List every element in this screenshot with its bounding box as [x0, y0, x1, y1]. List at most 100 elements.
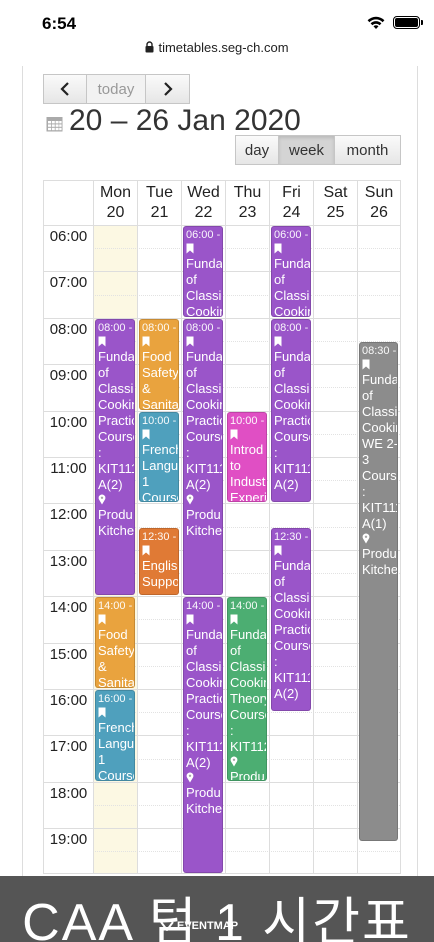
calendar-event[interactable]: 06:00 - FundaofClassicCookin: [271, 226, 311, 317]
day-date: 22: [194, 204, 213, 221]
event-title-line: A(2): [186, 755, 211, 771]
brand-name: EVENTMAP: [177, 920, 239, 932]
header-divider: [44, 225, 400, 226]
day-header[interactable]: Thu 23: [225, 181, 269, 225]
event-title-line: :: [274, 444, 278, 460]
address-bar[interactable]: timetables.seg-ch.com: [0, 40, 434, 62]
event-title-line: Sanita: [142, 396, 179, 410]
location-pin-icon: [186, 771, 220, 785]
bookmark-icon: [98, 613, 132, 627]
calendar-event[interactable]: 08:30 - FundaofClassicCookinWE 2-3Course:…: [359, 342, 398, 842]
day-name: Sat: [323, 184, 348, 201]
event-title-line: Introd: [230, 441, 264, 457]
next-week-button[interactable]: [146, 74, 190, 104]
event-title-line: :: [274, 653, 278, 669]
event-title-line: Classic: [186, 659, 222, 675]
calendar-event[interactable]: 14:00 - FundaofClassicCookinTheoryCourse:…: [227, 597, 267, 781]
calendar-event[interactable]: 10:00 - Introd to Indust Experi: [227, 411, 267, 503]
day-header[interactable]: Wed 22: [181, 181, 225, 225]
event-time: 16:00 -: [98, 693, 133, 705]
event-title-line: Classic: [186, 380, 222, 396]
url-text: timetables.seg-ch.com: [158, 40, 289, 55]
location-pin-icon: [186, 493, 220, 507]
half-hour-gridline: [93, 248, 400, 250]
day-column-divider: [357, 225, 358, 873]
event-title-line: Funda: [186, 256, 223, 271]
half-hour-gridline: [93, 341, 400, 342]
event-title-line: of: [186, 643, 197, 659]
calendar-event[interactable]: 14:00 - Food Safety & Sanita: [95, 597, 135, 688]
half-hour-gridline: [93, 851, 400, 853]
day-header[interactable]: Mon 20: [93, 181, 137, 225]
time-label: 17:00: [49, 738, 88, 756]
day-column-divider: [225, 225, 226, 873]
calendar-event[interactable]: 10:00 - FrenchLangu1Course: [139, 411, 179, 503]
event-title-line: Classic: [98, 380, 134, 396]
today-button[interactable]: today: [87, 74, 146, 104]
event-location-line: Produ: [230, 769, 265, 781]
event-title-line: Practic: [274, 621, 311, 637]
calendar-event[interactable]: 08:00 - Food Safety & Sanita: [139, 318, 179, 410]
day-header[interactable]: Sun 26: [357, 181, 400, 225]
event-title-line: Cookin: [362, 420, 397, 435]
event-title-line: :: [362, 484, 366, 499]
event-title-line: of: [274, 573, 285, 589]
event-title-line: French: [142, 441, 179, 457]
event-title-line: &: [98, 659, 107, 675]
view-switcher: day week month: [235, 135, 401, 165]
battery-icon: [393, 16, 423, 29]
calendar-event[interactable]: 12:30 - FundaofClassicCookinPracticCourse…: [271, 527, 311, 712]
event-time: 10:00 -: [142, 414, 177, 427]
event-title-line: Sanita: [98, 675, 135, 688]
event-title-line: Practic: [186, 412, 223, 428]
event-title-line: Funda: [362, 372, 398, 387]
calendar-event[interactable]: 08:00 - FundaofClassicCookinPracticCourse…: [183, 318, 223, 596]
event-title-line: KIT111: [98, 460, 135, 476]
view-week-button[interactable]: week: [279, 135, 335, 165]
calendar-event[interactable]: 08:00 - FundaofClassicCookinPracticCourse…: [271, 318, 311, 503]
status-time: 6:54: [42, 14, 77, 33]
event-title-line: Cookin: [186, 396, 223, 412]
calendar-event[interactable]: 08:00 - FundaofClassicCookinPracticCourse…: [95, 318, 135, 596]
day-header[interactable]: Fri 24: [269, 181, 313, 225]
event-title-line: Experi: [230, 489, 267, 503]
calendar-event[interactable]: 12:30 - EnglishSuppo: [139, 527, 179, 596]
event-title-line: A(2): [186, 476, 211, 492]
event-title-line: KIT111: [274, 669, 311, 685]
event-title-line: Course: [98, 428, 134, 444]
event-location-line: Kitche: [98, 522, 135, 538]
event-title-line: :: [230, 723, 234, 739]
event-time: 08:00 -: [98, 321, 133, 334]
prev-week-button[interactable]: [43, 74, 87, 104]
bookmark-icon: [186, 335, 220, 349]
event-title-line: A(1): [362, 516, 387, 531]
event-location-line: Produ: [186, 785, 221, 801]
event-title-line: 3: [362, 452, 370, 467]
event-title-line: of: [230, 643, 241, 659]
calendar-event[interactable]: 14:00 - FundaofClassicCookinPracticCourse…: [183, 597, 223, 873]
day-date: 25: [326, 204, 345, 221]
half-hour-gridline: [93, 294, 400, 296]
bookmark-icon: [274, 242, 308, 256]
day-name: Fri: [282, 184, 301, 201]
event-title-line: A(2): [98, 476, 123, 492]
event-title-line: Classic: [274, 288, 310, 303]
event-title-line: &: [142, 380, 151, 396]
event-title-line: Cookin: [186, 675, 223, 691]
view-day-button[interactable]: day: [235, 135, 279, 165]
calendar-event[interactable]: 06:00 - FundaofClassicCookin: [183, 226, 223, 317]
bookmark-icon: [98, 335, 132, 349]
chevron-left-icon: [60, 82, 69, 96]
event-title-line: KIT111: [186, 460, 223, 476]
calendar-event[interactable]: 16:00 - FrenchLangu1Course: [95, 690, 135, 781]
bookmark-icon: [362, 358, 395, 372]
brand-logo: EVENTMAP: [160, 920, 238, 932]
event-title-line: :: [186, 444, 190, 460]
event-title-line: Funda: [274, 557, 311, 573]
view-month-button[interactable]: month: [335, 135, 401, 165]
day-column-divider: [137, 225, 138, 873]
day-header[interactable]: Tue 21: [137, 181, 181, 225]
event-title-line: of: [274, 272, 285, 287]
day-date: 23: [238, 204, 257, 221]
day-header[interactable]: Sat 25: [313, 181, 357, 225]
